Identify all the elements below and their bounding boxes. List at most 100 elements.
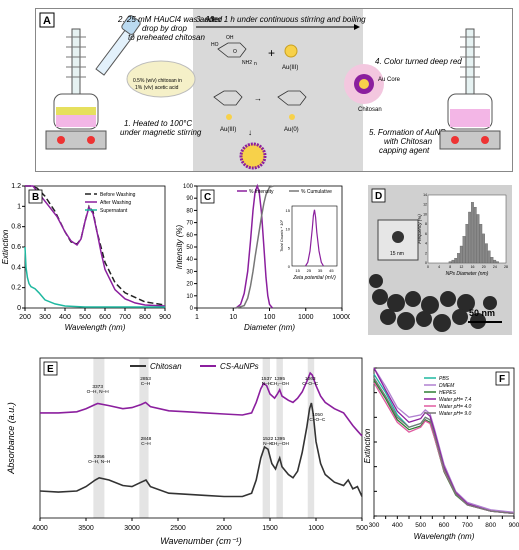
histogram-y-tick-label: 4 xyxy=(425,242,427,246)
annotation-top-wavenumber: 1063 xyxy=(305,376,316,382)
histogram-bar xyxy=(493,259,497,264)
y-tick-label: 1 xyxy=(17,203,21,210)
annotation-top-bond: N–H xyxy=(262,381,272,387)
histogram-y-tick-label: 14 xyxy=(423,193,427,197)
x-tick-label: 900 xyxy=(509,522,519,529)
x-tick-label: 2000 xyxy=(216,525,232,532)
left-apparatus-illustration xyxy=(45,28,107,150)
histogram-bar xyxy=(484,243,488,264)
highlight-band xyxy=(276,358,283,518)
histogram-bar xyxy=(490,257,494,264)
panel-c-label: C xyxy=(204,192,211,203)
panel-label-box xyxy=(39,12,55,28)
legend-label: After Washing xyxy=(100,200,131,206)
x-tick-label: 3500 xyxy=(78,525,94,532)
step-2c-text: to preheated chitosan xyxy=(128,33,205,42)
x-tick-label: 500 xyxy=(415,522,426,529)
au-core-label: Au Core xyxy=(378,77,401,83)
annotation-top-bond: O–H, N–H xyxy=(87,389,110,395)
inset-x-tick-label: 15 xyxy=(295,268,300,273)
inset-y-label: Total Counts * 10³ xyxy=(279,219,284,252)
inset-x-tick-label: 25 xyxy=(307,268,312,273)
annotation-bottom-bond: N–H xyxy=(263,441,273,447)
nanoparticle xyxy=(457,294,475,312)
chitosan-line xyxy=(39,402,363,498)
histogram-x-tick-label: 8 xyxy=(449,265,451,269)
inset-x-tick-label: 35 xyxy=(318,268,323,273)
x-axis-label: Diameter (nm) xyxy=(244,323,295,332)
panel-label-box xyxy=(495,371,510,386)
step-4-text: 4. Color turned deep red xyxy=(375,57,462,66)
histogram-bar xyxy=(451,259,455,264)
x-axis-label: Wavelength (nm) xyxy=(414,532,475,541)
panel-a-label: A xyxy=(43,15,51,27)
highlight-band xyxy=(262,358,270,518)
legend-label: % Intensity xyxy=(249,189,274,195)
y-tick-label: 1.2 xyxy=(11,183,21,190)
step-2b-text: drop by drop xyxy=(142,24,187,33)
svg-text:NH2: NH2 xyxy=(242,60,252,66)
x-tick-label: 900 xyxy=(159,314,171,321)
step-3-text: 3. After 1 h under continuous stirring a… xyxy=(196,15,366,24)
y-tick-label: 20 xyxy=(186,282,193,288)
histogram-bar xyxy=(476,214,480,264)
legend-label: Chitosan xyxy=(150,362,182,371)
svg-text:O: O xyxy=(233,49,237,55)
x-tick-label: 200 xyxy=(19,314,31,321)
inset-y-tick-label: 5 xyxy=(288,245,291,250)
single-nanoparticle xyxy=(392,231,404,243)
svg-text:OH: OH xyxy=(226,35,234,41)
panel-a-gray-box xyxy=(193,9,363,171)
histogram-y-tick-label: 12 xyxy=(423,203,427,207)
svg-text:HO: HO xyxy=(211,42,219,48)
annotation-top-wavenumber: 1050 xyxy=(312,412,323,418)
histogram-bar xyxy=(496,261,499,264)
svg-text:Au(0): Au(0) xyxy=(284,127,299,133)
histogram-x-tick-label: 12 xyxy=(459,265,463,269)
nanoparticle xyxy=(372,289,388,305)
annotation-top-wavenumber: 3373 xyxy=(92,384,103,390)
panel-e-frame xyxy=(39,357,363,519)
x-tick-label: 1500 xyxy=(262,525,278,532)
histogram-x-tick-label: 20 xyxy=(482,265,486,269)
x-tick-label: 800 xyxy=(139,314,151,321)
histogram-bar xyxy=(471,202,474,264)
panel-d-label: D xyxy=(375,191,382,202)
series-line xyxy=(373,367,515,515)
panel-f-label: F xyxy=(499,374,505,385)
chitosan-structure-left: Au(III) xyxy=(213,90,243,133)
x-tick-label: 10000 xyxy=(332,314,350,321)
panel-a: A 0.5% (w/v) chitosan in 1% (v/v) acetic… xyxy=(35,8,513,172)
inset-line xyxy=(304,209,325,267)
nanoparticle xyxy=(380,309,396,325)
histogram-y-label: Frequency (%) xyxy=(417,214,422,244)
inset-y-tick-label: 10 xyxy=(286,227,291,232)
x-tick-label: 100 xyxy=(264,314,276,321)
y-tick-label: 0.4 xyxy=(11,264,21,271)
panel-c-chart: 1 10 100 1000 100000102030405060708090100Dia… xyxy=(175,183,350,332)
histogram-bar xyxy=(457,253,460,264)
y-tick-label: 0.6 xyxy=(11,244,21,251)
x-tick-label: 300 xyxy=(39,314,51,321)
x-tick-label: 500 xyxy=(356,525,368,532)
legend-label: Water pH= 9.0 xyxy=(439,411,472,417)
svg-text:n: n xyxy=(254,61,257,67)
legend-label: CS-AuNPs xyxy=(220,362,259,371)
legend-label: Water pH= 7.4 xyxy=(439,397,472,403)
histogram-bar xyxy=(462,236,466,264)
panel-a-graphic: A 0.5% (w/v) chitosan in 1% (v/v) acetic… xyxy=(39,9,501,171)
highlight-band xyxy=(307,358,315,518)
y-axis-label: Extinction xyxy=(363,428,372,463)
y-tick-label: 90 xyxy=(186,196,193,202)
reaction-arrow: → xyxy=(254,94,262,103)
step-5b-text: with Chitosan xyxy=(384,137,433,146)
down-arrow: ↓ xyxy=(248,128,252,137)
legend-label: % Cumulative xyxy=(301,189,332,195)
inset-frame xyxy=(291,205,338,267)
y-tick-label: 0 xyxy=(190,306,194,312)
histogram-bar xyxy=(459,245,463,264)
x-tick-label: 400 xyxy=(59,314,71,321)
histogram-bar xyxy=(479,223,483,264)
y-tick-label: 40 xyxy=(186,257,193,263)
histogram-x-tick-label: 28 xyxy=(504,265,508,269)
